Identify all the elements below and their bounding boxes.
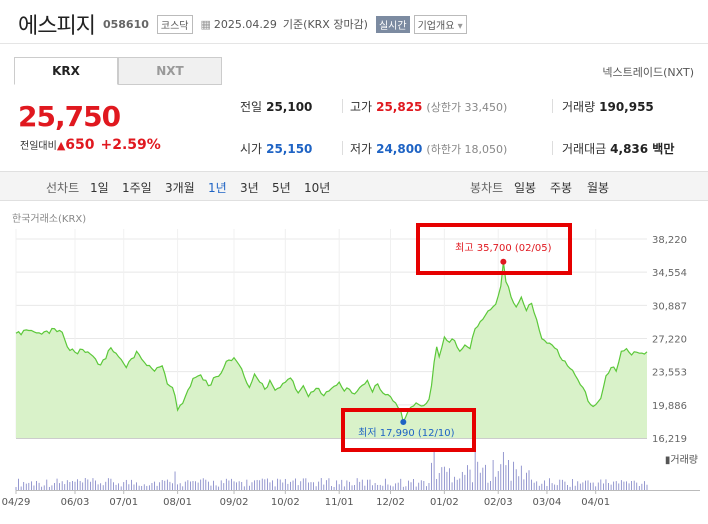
tab-krx[interactable]: KRX [14,57,118,85]
current-price: 25,750 [18,100,121,133]
stat-low-label: 저가 [350,142,373,156]
stock-header: 에스피지 058610 코스닥 ▦ 2025.04.29 기준(KRX 장마감)… [18,10,467,39]
calendar-icon: ▦ [200,17,211,31]
up-arrow-icon: ▲ [56,139,66,152]
x-tick-label: 07/01 [109,497,138,508]
realtime-button[interactable]: 실시간 [375,15,410,33]
stat-divider [342,99,343,113]
period-10y[interactable]: 10년 [304,181,331,195]
stat-high-value: 25,825 [376,100,423,114]
stat-open-label: 시가 [240,142,263,156]
stat-prev: 전일 25,100 [240,98,312,115]
y-tick-label: 27,220 [652,334,687,345]
stock-code: 058610 [102,17,149,31]
x-tick-label: 06/03 [61,497,90,508]
price-line [15,261,648,424]
stat-open-value: 25,150 [266,142,313,156]
price-change: 전일대비▲650 +2.59% [20,137,161,153]
x-tick-label: 01/02 [430,497,459,508]
nextrade-link[interactable]: 넥스트레이드(NXT) [602,66,694,79]
candle-daily[interactable]: 일봉 [514,181,537,195]
quote-basis: 기준(KRX 장마감) [282,18,368,31]
x-tick-label: 03/04 [533,497,562,508]
change-percent: +2.59% [100,137,161,153]
stat-upper-limit: (상한가 33,450) [426,101,508,114]
period-1d[interactable]: 1일 [90,181,109,195]
x-tick-label: 12/02 [376,497,405,508]
x-tick-label: 09/02 [220,497,249,508]
y-tick-label: 19,886 [652,401,687,412]
y-tick-label: 23,553 [652,368,687,379]
chevron-down-icon: ▾ [457,20,463,32]
stat-prev-value: 25,100 [266,100,313,114]
stat-high: 고가 25,825 (상한가 33,450) [350,98,507,115]
period-1w[interactable]: 1주일 [122,181,152,195]
stat-amount: 거래대금 4,836 백만 [562,140,674,157]
stat-lower-limit: (하한가 18,050) [426,143,508,156]
market-badge: 코스닥 [156,14,193,34]
stat-divider [552,99,553,113]
low-marker [400,418,407,425]
x-tick-label: 04/01 [581,497,610,508]
period-bar: 선차트 1일 1주일 3개월 1년 3년 5년 10년 봉차트 일봉 주봉 월봉 [0,171,708,201]
y-tick-label: 38,220 [652,235,687,246]
stat-amount-label: 거래대금 [562,142,607,156]
y-tick-label: 30,887 [652,301,687,312]
stat-volume-label: 거래량 [562,100,596,114]
company-overview-dropdown[interactable]: 기업개요 ▾ [413,14,467,34]
low-highlight-box [341,408,476,452]
y-tick-label: 34,554 [652,268,687,279]
candle-chart-label: 봉차트 [470,181,504,195]
candle-weekly[interactable]: 주봉 [550,181,573,195]
stat-volume-value: 190,955 [599,100,654,114]
company-overview-label: 기업개요 [417,20,455,32]
x-tick-label: 10/02 [271,497,300,508]
x-tick-label: 02/03 [484,497,513,508]
low-annotation: 최저 17,990 (12/10) [358,427,454,439]
quote-stats: 전일 25,100 고가 25,825 (상한가 33,450) 거래량 190,955… [230,96,700,160]
high-annotation: 최고 35,700 (02/05) [455,242,551,254]
volume-legend: ▮거래량 [665,454,698,466]
candle-monthly[interactable]: 월봉 [587,181,610,195]
x-tick-label: 04/29 [2,497,31,508]
stat-divider [342,141,343,155]
y-tick-label: 16,219 [652,434,687,445]
stat-open: 시가 25,150 [240,140,312,157]
stat-prev-label: 전일 [240,100,263,114]
x-tick-label: 11/01 [325,497,354,508]
period-1y[interactable]: 1년 [208,181,227,195]
high-highlight-box [416,223,572,275]
stat-amount-value: 4,836 백만 [610,142,675,156]
change-label: 전일대비 [20,141,57,152]
x-tick-label: 08/01 [163,497,192,508]
exchange-label: 한국거래소(KRX) [12,214,87,225]
stat-volume: 거래량 190,955 [562,98,654,115]
exchange-tabs: KRX NXT [14,57,222,85]
period-3y[interactable]: 3년 [240,181,259,195]
price-area [16,261,647,438]
tab-nxt[interactable]: NXT [118,57,222,85]
stat-divider [552,141,553,155]
period-5y[interactable]: 5년 [272,181,291,195]
stat-high-label: 고가 [350,100,373,114]
quote-date: 2025.04.29 [213,17,277,31]
change-amount: 650 [65,137,95,153]
stat-low: 저가 24,800 (하한가 18,050) [350,140,507,157]
stock-name: 에스피지 [18,14,96,39]
header-divider [0,43,708,44]
line-chart-label: 선차트 [46,181,80,195]
period-3m[interactable]: 3개월 [165,181,195,195]
high-marker [500,258,507,265]
stat-low-value: 24,800 [376,142,423,156]
